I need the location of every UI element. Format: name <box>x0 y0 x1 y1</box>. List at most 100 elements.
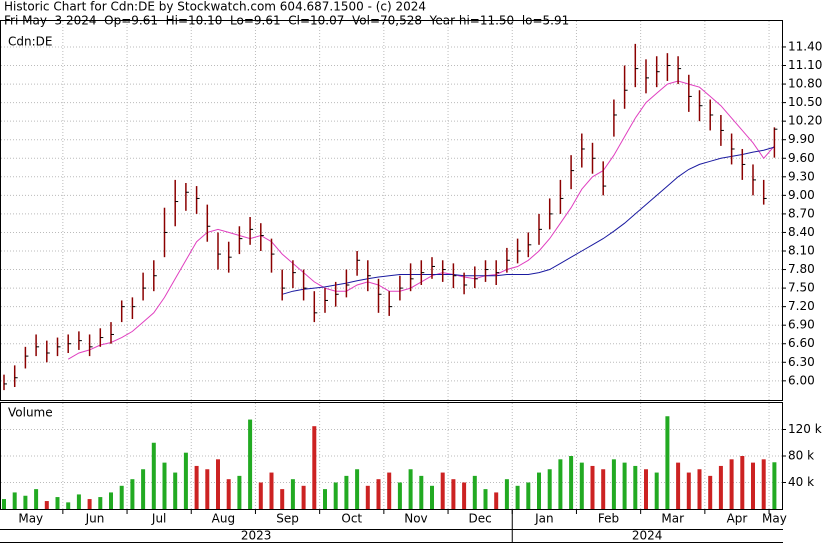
y-tick-label: 8.40 <box>788 225 815 239</box>
volume-bar <box>387 472 392 509</box>
volume-bar <box>654 472 659 509</box>
y-tick-label: 10.50 <box>788 95 822 109</box>
volume-bar <box>751 462 755 509</box>
volume-bar <box>761 459 766 509</box>
volume-bar <box>162 462 167 509</box>
year-label: 2023 <box>241 529 272 543</box>
volume-bar <box>2 499 6 509</box>
volume-bar <box>772 462 777 509</box>
volume-bar <box>740 456 745 509</box>
volume-bar <box>376 479 381 509</box>
x-tick-label: Jun <box>85 512 105 526</box>
chart-title: Historic Chart for Cdn:DE by Stockwatch.… <box>4 0 426 14</box>
volume-bar <box>248 419 253 509</box>
volume-bar <box>226 479 231 509</box>
volume-bar <box>494 492 499 509</box>
x-tick-label: Dec <box>469 512 492 526</box>
volume-bar <box>451 479 456 509</box>
y-tick-label: 120 k <box>788 422 822 436</box>
volume-bar <box>611 459 616 509</box>
y-tick-label: 10.20 <box>788 114 822 128</box>
y-tick-label: 8.70 <box>788 206 815 220</box>
y-tick-label: 9.30 <box>788 169 815 183</box>
volume-bar <box>419 475 424 509</box>
volume-bar <box>280 489 285 509</box>
x-tick-label: Sep <box>276 512 299 526</box>
year-label: 2024 <box>632 529 663 543</box>
volume-bar <box>440 472 445 509</box>
y-tick-label: 9.60 <box>788 151 815 165</box>
volume-bar <box>579 462 584 509</box>
volume-bar <box>686 472 691 509</box>
volume-bar <box>12 492 17 509</box>
volume-bar <box>44 501 49 509</box>
volume-bar <box>644 469 648 509</box>
volume-bar <box>301 485 306 509</box>
x-tick-label: Jan <box>534 512 554 526</box>
volume-bar <box>558 459 563 509</box>
volume-bar <box>119 485 124 509</box>
volume-bar <box>312 426 317 509</box>
volume-bar <box>269 472 274 509</box>
volume-bar <box>323 489 327 509</box>
volume-bar <box>708 475 713 509</box>
x-tick-label: May <box>762 512 787 526</box>
volume-bar <box>462 482 467 509</box>
volume-bar <box>344 475 349 509</box>
volume-bar <box>194 465 199 509</box>
y-tick-label: 6.60 <box>788 336 815 350</box>
y-tick-label: 6.30 <box>788 355 815 369</box>
volume-bar <box>151 442 156 509</box>
volume-bar <box>66 502 71 509</box>
volume-bar <box>109 492 113 509</box>
volume-bar <box>258 482 263 509</box>
volume-bar <box>408 469 413 509</box>
volume-bar <box>55 497 60 509</box>
y-tick-label: 11.10 <box>788 58 822 72</box>
x-tick-label: Oct <box>341 512 362 526</box>
volume-bar <box>205 469 210 509</box>
x-tick-label: Apr <box>727 512 748 526</box>
y-tick-label: 6.90 <box>788 318 815 332</box>
volume-bar <box>23 495 28 509</box>
volume-bar <box>472 475 477 509</box>
moving-average <box>67 80 775 360</box>
volume-bar <box>515 485 520 509</box>
y-tick-label: 40 k <box>788 475 814 489</box>
chart-subtitle: Fri May 3 2024 Op=9.61 Hi=10.10 Lo=9.61 … <box>4 14 569 28</box>
volume-bar <box>130 479 135 509</box>
volume-bar <box>290 479 295 509</box>
volume-bar <box>34 489 39 509</box>
y-tick-label: 11.40 <box>788 39 822 53</box>
volume-bar <box>87 499 92 509</box>
x-tick-label: Aug <box>212 512 235 526</box>
volume-label: Volume <box>8 406 53 420</box>
volume-bar <box>547 469 552 509</box>
volume-bar <box>483 489 488 509</box>
volume-bar <box>622 462 627 509</box>
x-tick-label: Mar <box>661 512 684 526</box>
price-panel <box>0 20 783 401</box>
volume-bar <box>590 465 595 509</box>
volume-bar <box>601 469 606 509</box>
y-tick-label: 9.90 <box>788 132 815 146</box>
x-tick-label: Jul <box>151 512 166 526</box>
volume-bar <box>729 459 734 509</box>
y-tick-label: 9.00 <box>788 188 815 202</box>
volume-bar <box>569 456 574 509</box>
moving-average <box>282 146 775 295</box>
volume-bar <box>526 482 531 509</box>
y-tick-label: 8.10 <box>788 243 815 257</box>
volume-bar <box>355 469 360 509</box>
y-tick-label: 80 k <box>788 449 814 463</box>
volume-bar <box>718 465 723 509</box>
volume-bar <box>76 494 81 509</box>
volume-bar <box>665 416 670 509</box>
volume-bar <box>633 465 638 509</box>
x-tick-label: May <box>18 512 43 526</box>
y-tick-label: 10.80 <box>788 77 822 91</box>
volume-bar <box>333 482 338 509</box>
volume-bar <box>365 485 370 509</box>
